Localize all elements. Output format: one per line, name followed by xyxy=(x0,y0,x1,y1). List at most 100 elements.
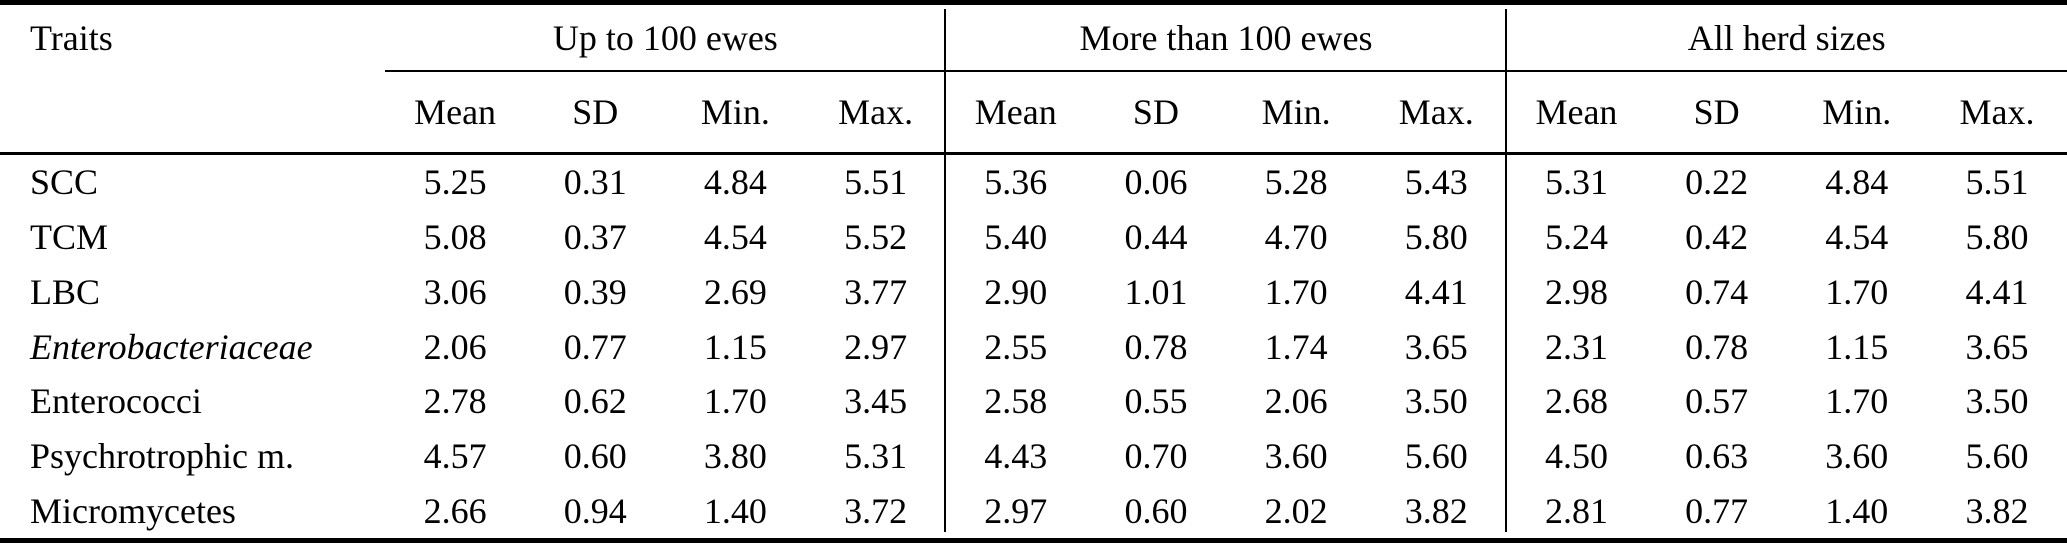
value-cell: 5.31 xyxy=(844,435,908,476)
value-cell: 2.66 xyxy=(423,490,487,531)
table-row: Psychrotrophic m. 4.57 0.60 3.80 5.31 4.43 0.7… xyxy=(0,429,2067,484)
value-cell: 3.60 xyxy=(1264,435,1328,476)
value-cell: 5.51 xyxy=(1965,162,2029,203)
value-cell: 3.82 xyxy=(1404,490,1468,531)
value-cell: 2.97 xyxy=(844,326,908,367)
group-header-underline xyxy=(385,70,2067,72)
value-cell: 1.15 xyxy=(703,326,767,367)
value-cell: 0.44 xyxy=(1124,217,1188,258)
value-cell: 3.65 xyxy=(1965,326,2029,367)
trait-label: Enterobacteriaceae xyxy=(30,326,313,367)
subheader-sd: SD xyxy=(572,92,619,132)
value-cell: 3.45 xyxy=(844,381,908,422)
traits-column-header: Traits xyxy=(30,17,113,58)
value-cell: 1.70 xyxy=(703,381,767,422)
value-cell: 0.60 xyxy=(1124,490,1188,531)
value-cell: 4.50 xyxy=(1544,435,1608,476)
value-cell: 5.28 xyxy=(1264,162,1328,203)
value-cell: 3.60 xyxy=(1825,435,1889,476)
value-cell: 3.82 xyxy=(1965,490,2029,531)
subheader-min: Min. xyxy=(1261,92,1331,132)
value-cell: 0.70 xyxy=(1124,435,1188,476)
value-cell: 0.62 xyxy=(563,381,627,422)
value-cell: 0.42 xyxy=(1685,217,1749,258)
value-cell: 5.40 xyxy=(984,217,1048,258)
value-cell: 0.39 xyxy=(563,271,627,312)
value-cell: 4.54 xyxy=(703,217,767,258)
value-cell: 2.31 xyxy=(1544,326,1608,367)
value-cell: 2.69 xyxy=(703,271,767,312)
table-row: Enterococci 2.78 0.62 1.70 3.45 2.58 0.55 2.06 3… xyxy=(0,374,2067,429)
value-cell: 3.06 xyxy=(423,271,487,312)
trait-label: Micromycetes xyxy=(30,490,236,531)
value-cell: 5.25 xyxy=(423,162,487,203)
group-header-up-to-100-ewes: Up to 100 ewes xyxy=(552,17,778,58)
value-cell: 1.01 xyxy=(1124,271,1188,312)
top-rule xyxy=(0,0,2067,5)
table-body: SCC 5.25 0.31 4.84 5.51 5.36 0.06 5.28 5.43 5.31 0… xyxy=(0,155,2067,538)
value-cell: 1.15 xyxy=(1825,326,1889,367)
value-cell: 0.22 xyxy=(1685,162,1749,203)
table-row: Micromycetes 2.66 0.94 1.40 3.72 2.97 0.60 2.02… xyxy=(0,483,2067,538)
value-cell: 2.68 xyxy=(1544,381,1608,422)
header-body-divider xyxy=(0,152,2067,155)
subheader-max: Max. xyxy=(838,92,914,132)
value-cell: 2.02 xyxy=(1264,490,1328,531)
subheader-mean: Mean xyxy=(1535,92,1618,132)
value-cell: 5.60 xyxy=(1404,435,1468,476)
value-cell: 4.70 xyxy=(1264,217,1328,258)
value-cell: 3.80 xyxy=(703,435,767,476)
value-cell: 3.50 xyxy=(1404,381,1468,422)
value-cell: 5.08 xyxy=(423,217,487,258)
subheader-min: Min. xyxy=(700,92,770,132)
trait-label: LBC xyxy=(30,271,101,312)
value-cell: 0.06 xyxy=(1124,162,1188,203)
trait-label: Enterococci xyxy=(30,381,202,422)
value-cell: 0.60 xyxy=(563,435,627,476)
value-cell: 2.98 xyxy=(1544,271,1608,312)
table-row: Enterobacteriaceae 2.06 0.77 1.15 2.97 2.55 0.… xyxy=(0,319,2067,374)
value-cell: 1.70 xyxy=(1264,271,1328,312)
value-cell: 5.52 xyxy=(844,217,908,258)
value-cell: 1.40 xyxy=(1825,490,1889,531)
value-cell: 2.97 xyxy=(984,490,1048,531)
value-cell: 4.41 xyxy=(1404,271,1468,312)
value-cell: 3.65 xyxy=(1404,326,1468,367)
value-cell: 4.84 xyxy=(1825,162,1889,203)
group-header-row: Traits Up to 100 ewes More than 100 ewes… xyxy=(0,5,2067,70)
subheader-row: Mean SD Min. Max. Mean SD Min. Max. Mean… xyxy=(0,72,2067,152)
subheader-mean: Mean xyxy=(414,92,497,132)
subheader-max: Max. xyxy=(1398,92,1474,132)
value-cell: 5.43 xyxy=(1404,162,1468,203)
value-cell: 2.78 xyxy=(423,381,487,422)
trait-label: Psychrotrophic m. xyxy=(30,435,294,476)
value-cell: 2.06 xyxy=(423,326,487,367)
value-cell: 2.81 xyxy=(1544,490,1608,531)
value-cell: 2.06 xyxy=(1264,381,1328,422)
value-cell: 0.78 xyxy=(1685,326,1749,367)
subheader-sd: SD xyxy=(1132,92,1179,132)
value-cell: 1.74 xyxy=(1264,326,1328,367)
value-cell: 2.55 xyxy=(984,326,1048,367)
value-cell: 0.55 xyxy=(1124,381,1188,422)
value-cell: 3.72 xyxy=(844,490,908,531)
value-cell: 4.84 xyxy=(703,162,767,203)
value-cell: 0.37 xyxy=(563,217,627,258)
value-cell: 5.24 xyxy=(1544,217,1608,258)
value-cell: 5.36 xyxy=(984,162,1048,203)
value-cell: 0.78 xyxy=(1124,326,1188,367)
value-cell: 1.40 xyxy=(703,490,767,531)
subheader-sd: SD xyxy=(1693,92,1740,132)
value-cell: 4.57 xyxy=(423,435,487,476)
value-cell: 2.90 xyxy=(984,271,1048,312)
value-cell: 0.74 xyxy=(1685,271,1749,312)
bottom-rule xyxy=(0,538,2067,543)
value-cell: 1.70 xyxy=(1825,271,1889,312)
value-cell: 4.43 xyxy=(984,435,1048,476)
value-cell: 0.63 xyxy=(1685,435,1749,476)
vertical-divider-1 xyxy=(944,9,946,532)
value-cell: 0.94 xyxy=(563,490,627,531)
value-cell: 5.80 xyxy=(1404,217,1468,258)
value-cell: 5.60 xyxy=(1965,435,2029,476)
